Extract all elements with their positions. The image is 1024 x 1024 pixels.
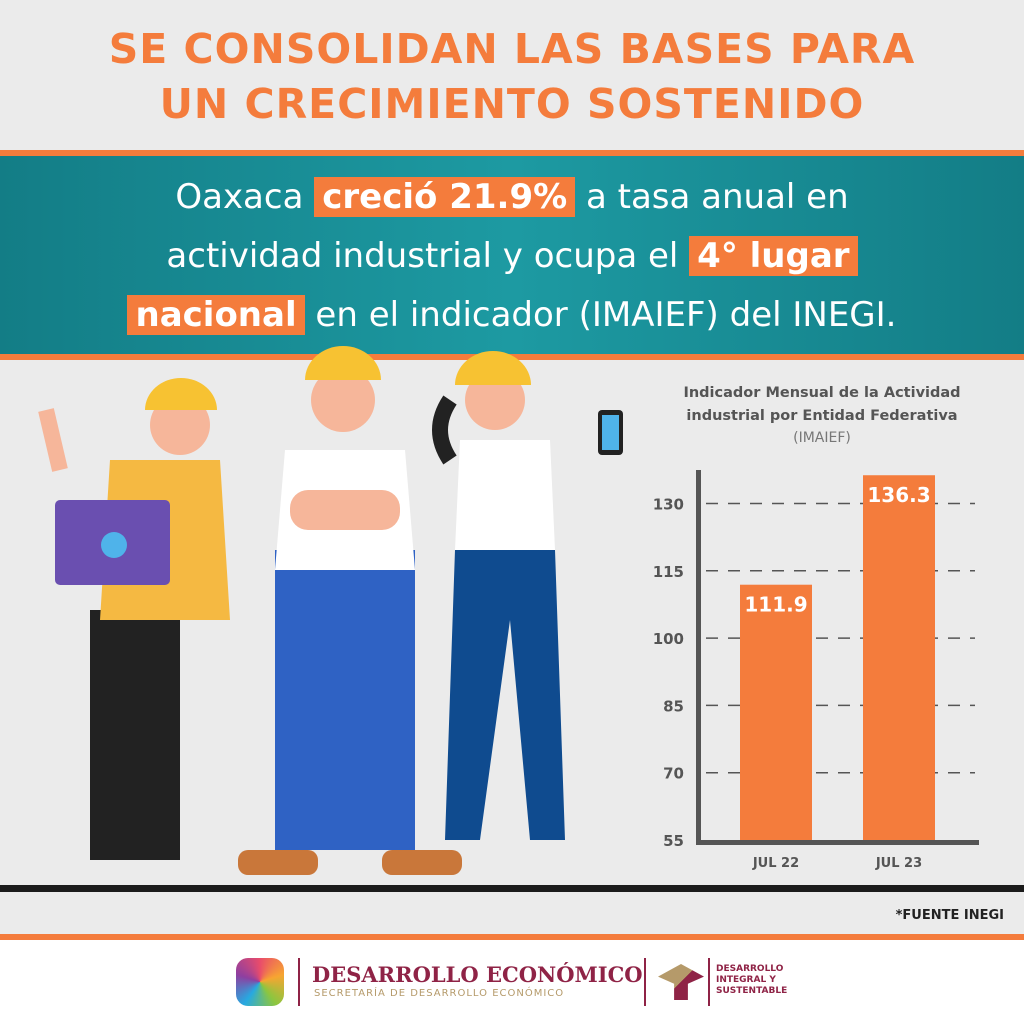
page-title: SE CONSOLIDAN LAS BASES PARA UN CRECIMIE… <box>0 22 1024 132</box>
title-line-1: SE CONSOLIDAN LAS BASES PARA <box>108 25 916 73</box>
chart-title-line-1: Indicador Mensual de la Actividad <box>683 385 960 401</box>
y-tick-label: 55 <box>663 832 684 850</box>
y-tick-label: 130 <box>653 496 684 514</box>
logo-subtitle: SECRETARÍA DE DESARROLLO ECONÓMICO <box>314 988 565 999</box>
logo-title: DESARROLLO ECONÓMICO <box>312 962 643 987</box>
bar <box>740 584 812 840</box>
data-label: 136.3 <box>867 483 930 507</box>
ground-line <box>0 885 1024 892</box>
footer: DESARROLLO ECONÓMICO SECRETARÍA DE DESAR… <box>0 940 1024 1024</box>
text: actividad industrial y ocupa el <box>166 236 690 276</box>
highlight-rank: 4° lugar <box>689 236 858 276</box>
text: Oaxaca <box>175 177 315 217</box>
worker-2 <box>238 346 462 875</box>
chart-title-line-2: industrial por Entidad Federativa <box>686 408 957 424</box>
oaxaca-logo-icon <box>236 958 284 1006</box>
title-line-2: UN CRECIMIENTO SOSTENIDO <box>159 80 865 128</box>
x-tick-label: JUL 22 <box>752 856 799 871</box>
highlight-growth: creció 21.9% <box>314 177 576 217</box>
x-tick-label: JUL 23 <box>875 856 922 871</box>
worker-3 <box>432 351 623 840</box>
text: en el indicador (IMAIEF) del INEGI. <box>304 295 897 335</box>
highlight-national: nacional <box>127 295 305 335</box>
headline: Oaxaca creció 21.9% a tasa anual en acti… <box>0 168 1024 345</box>
worker-1 <box>38 378 230 860</box>
y-tick-label: 100 <box>653 630 684 648</box>
y-tick-label: 115 <box>653 563 684 581</box>
workers-illustration <box>38 346 623 875</box>
dis-logo-icon <box>658 964 704 1000</box>
data-label: 111.9 <box>744 593 807 617</box>
source-note: *FUENTE INEGI <box>895 908 1004 923</box>
dis-logo-text: DESARROLLO INTEGRAL Y SUSTENTABLE <box>716 964 788 996</box>
y-tick-label: 70 <box>663 765 684 783</box>
y-tick-label: 85 <box>663 697 684 715</box>
chart-subtitle: (IMAIEF) <box>793 430 851 446</box>
x-axis <box>696 840 979 845</box>
bar-chart: Indicador Mensual de la Actividad indust… <box>653 385 979 871</box>
y-axis <box>696 470 701 844</box>
bar <box>863 475 935 840</box>
divider <box>0 934 1024 940</box>
text: a tasa anual en <box>575 177 849 217</box>
divider <box>0 150 1024 156</box>
